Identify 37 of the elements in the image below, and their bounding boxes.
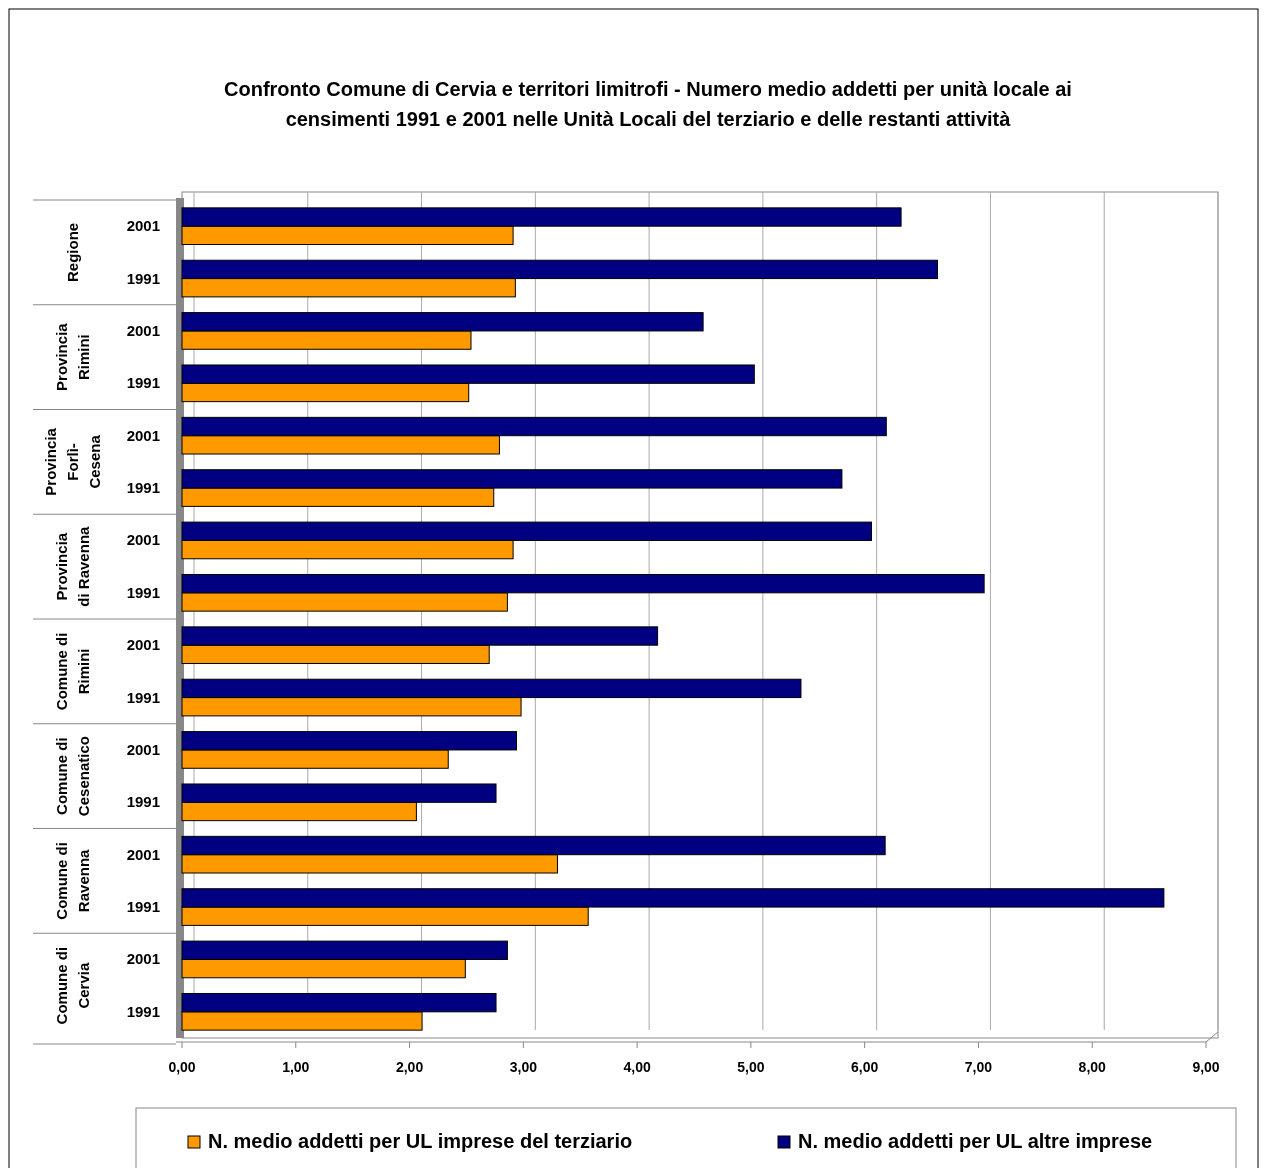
x-tick-label: 7,00 — [964, 1059, 993, 1075]
text: Comune di Cervia — [53, 946, 92, 1025]
text: Comune di Cesenatico — [53, 736, 92, 817]
y-tick-label: 2001 — [126, 740, 160, 758]
x-tick-label: 3,00 — [509, 1059, 538, 1075]
y-tick-label: 1991 — [126, 479, 160, 497]
y-tick-label: 1991 — [126, 583, 160, 601]
x-tick-label: 4,00 — [623, 1059, 651, 1075]
text: Provincia Forlì-Cesena — [42, 427, 103, 496]
y-tick-label: 2001 — [126, 217, 160, 235]
y-tick-label: 2001 — [126, 950, 160, 968]
y-tick-label: 2001 — [126, 636, 160, 654]
x-tick-label: 9,00 — [1192, 1059, 1220, 1075]
text: Provincia di Ravenna — [53, 525, 92, 607]
x-tick-label: 0,00 — [168, 1059, 196, 1075]
y-tick-label: 1991 — [126, 688, 160, 706]
x-tick-label: 2,00 — [395, 1059, 424, 1075]
text: Regione — [64, 222, 81, 282]
y-tick-label: 1991 — [126, 374, 160, 392]
text: Provincia Rimini — [53, 322, 92, 391]
y-tick-label: 2001 — [126, 845, 160, 863]
text: Comune di Ravenna — [53, 842, 92, 920]
y-tick-label: 2001 — [126, 531, 160, 549]
text: Comune di Rimini — [53, 632, 92, 711]
y-tick-label: 1991 — [126, 1002, 160, 1020]
y-tick-label: 2001 — [126, 426, 160, 444]
legend-label: N. medio addetti per UL imprese del terziario — [208, 1130, 633, 1152]
x-tick-label: 5,00 — [737, 1059, 765, 1075]
legend-label: N. medio addetti per UL altre imprese — [798, 1130, 1153, 1152]
x-tick-label: 6,00 — [851, 1059, 879, 1075]
y-tick-label: 2001 — [126, 321, 160, 339]
y-tick-label: 1991 — [126, 898, 160, 916]
y-tick-label: 1991 — [126, 793, 160, 811]
x-tick-label: 8,00 — [1078, 1059, 1107, 1075]
chart-title: Confronto Comune di Cervia e territori limitrofi - Numero medio addetti per unità locale ai censimenti 1991 e 2001 nelle Unità Locali del terziario e delle restanti attività — [224, 78, 1072, 130]
y-tick-label: 1991 — [126, 269, 160, 287]
x-tick-label: 1,00 — [282, 1059, 310, 1075]
